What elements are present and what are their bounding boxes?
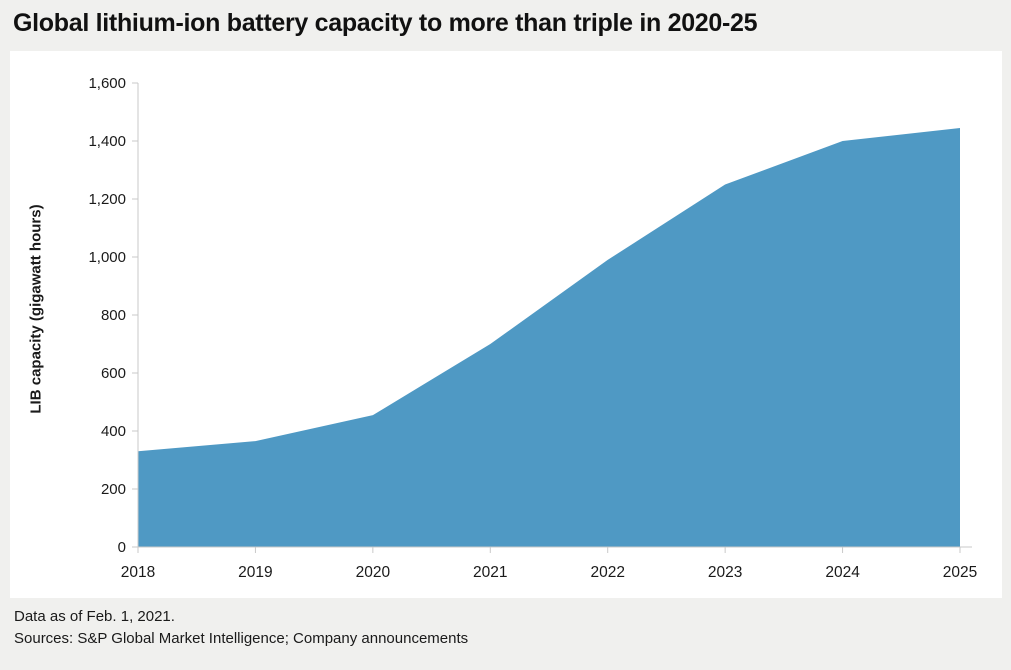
x-tick-label: 2020 bbox=[356, 564, 391, 581]
x-tick-label: 2018 bbox=[121, 564, 155, 581]
x-tick-label: 2022 bbox=[590, 564, 624, 581]
y-tick-label: 600 bbox=[101, 365, 126, 382]
page-title: Global lithium-ion battery capacity to m… bbox=[13, 9, 758, 37]
footer-sources: Sources: S&P Global Market Intelligence;… bbox=[14, 630, 469, 647]
area-series bbox=[138, 128, 960, 547]
y-tick-label: 200 bbox=[101, 481, 126, 498]
y-tick-label: 0 bbox=[118, 539, 126, 556]
x-tick-label: 2021 bbox=[473, 564, 507, 581]
y-tick-label: 400 bbox=[101, 423, 126, 440]
y-tick-label: 1,000 bbox=[88, 249, 126, 266]
chart-card: LIB capacity (gigawatt hours) 0 200 400 600… bbox=[10, 51, 1002, 598]
chart-footer: Data as of Feb. 1, 2021. Sources: S&P Gl… bbox=[14, 606, 468, 650]
y-tick-label: 1,400 bbox=[88, 133, 126, 150]
x-tick-label: 2025 bbox=[943, 564, 977, 581]
footer-data-as-of: Data as of Feb. 1, 2021. bbox=[14, 608, 175, 625]
y-tick-label: 1,600 bbox=[88, 75, 126, 92]
x-tick-label: 2019 bbox=[238, 564, 272, 581]
x-tick-label: 2023 bbox=[708, 564, 742, 581]
y-tick-label: 800 bbox=[101, 307, 126, 324]
y-tick-label: 1,200 bbox=[88, 191, 126, 208]
x-tick-label: 2024 bbox=[825, 564, 860, 581]
area-chart: 0 200 400 600 800 1,000 1,200 1,400 1,600 2018 201… bbox=[88, 75, 977, 581]
